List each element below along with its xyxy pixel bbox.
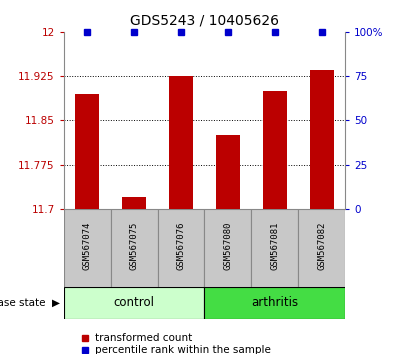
Text: GSM567076: GSM567076 [176,222,185,270]
Bar [298,209,345,287]
Text: arthritis: arthritis [251,296,298,309]
Text: control: control [113,296,155,309]
Text: GSM567082: GSM567082 [317,222,326,270]
Bar [64,287,205,319]
Bar [111,209,157,287]
Bar [216,135,240,209]
Text: disease state  ▶: disease state ▶ [0,298,60,308]
Text: GSM567075: GSM567075 [129,222,139,270]
Bar [205,209,252,287]
Bar [263,91,286,209]
Bar [76,94,99,209]
Bar [205,287,345,319]
Legend: transformed count, percentile rank within the sample: transformed count, percentile rank withi… [77,329,275,354]
Text: GSM567074: GSM567074 [83,222,92,270]
Bar [122,197,146,209]
Bar [64,209,111,287]
Text: GSM567081: GSM567081 [270,222,279,270]
Title: GDS5243 / 10405626: GDS5243 / 10405626 [130,14,279,28]
Bar [157,209,205,287]
Bar [169,76,193,209]
Text: GSM567080: GSM567080 [224,222,233,270]
Bar [252,209,298,287]
Bar [310,70,333,209]
